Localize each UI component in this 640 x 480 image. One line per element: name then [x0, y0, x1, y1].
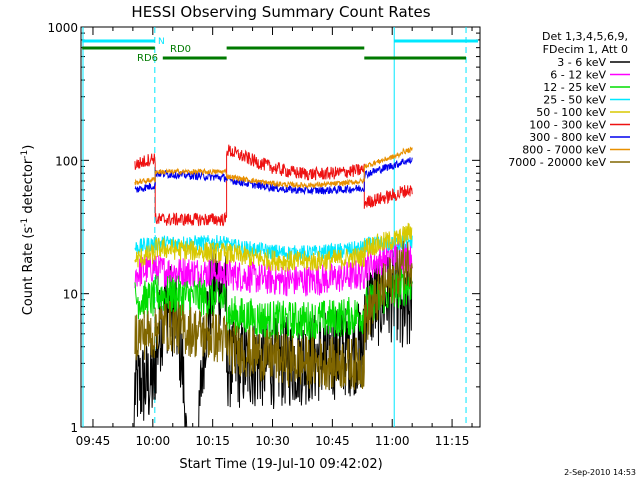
- legend-entry-label: 50 - 100 keV: [536, 106, 606, 119]
- plot-area: 1 10 100 1000 09:45 10:00 10:15 10:30 10:45 11:00…: [47, 21, 481, 448]
- y-axis-label-main: Count Rate (s: [21, 227, 36, 316]
- legend-entry-label: 300 - 800 keV: [529, 131, 606, 144]
- y-tick-label: 1: [70, 421, 78, 435]
- legend: Det 1,3,4,5,6,9, FDecim 1, Att 0 3 - 6 k…: [508, 30, 630, 169]
- legend-entry-label: 3 - 6 keV: [557, 56, 606, 69]
- legend-entry-label: 25 - 50 keV: [543, 94, 606, 107]
- y-tick-label: 100: [55, 154, 78, 168]
- legend-entry-label: 12 - 25 keV: [543, 81, 606, 94]
- legend-header-2: FDecim 1, Att 0: [543, 43, 628, 56]
- y-tick-label: 1000: [47, 21, 78, 35]
- series-line-4: [134, 222, 413, 272]
- x-tick-label: 10:45: [315, 434, 350, 448]
- rd6-flag-label: RD6: [137, 53, 158, 64]
- x-tick-label: 09:45: [76, 434, 111, 448]
- series-line-2: [134, 268, 413, 341]
- legend-entry-label: 7000 - 20000 keV: [508, 156, 606, 169]
- plot-frame: [80, 26, 481, 428]
- y-axis-label-end: ): [21, 145, 36, 150]
- chart-title: HESSI Observing Summary Count Rates: [131, 3, 430, 21]
- legend-header-1: Det 1,3,4,5,6,9,: [542, 30, 628, 43]
- series-line-7: [134, 146, 413, 190]
- series-line-0: [133, 242, 413, 428]
- series-line-8: [134, 240, 413, 390]
- legend-entry-label: 800 - 7000 keV: [522, 144, 606, 157]
- night-flag-label: N: [158, 37, 165, 47]
- y-tick-label: 10: [63, 288, 78, 302]
- x-axis-label: Start Time (19-Jul-10 09:42:02): [179, 457, 382, 472]
- series-line-5: [134, 144, 413, 227]
- x-tick-label: 10:15: [195, 434, 230, 448]
- legend-entry-label: 100 - 300 keV: [529, 119, 606, 132]
- y-axis-label-sup1: -1: [20, 218, 30, 227]
- x-tick-label: 11:00: [375, 434, 410, 448]
- x-tick-label: 10:30: [255, 434, 290, 448]
- series-line-1: [134, 240, 413, 297]
- footer-date: 2-Sep-2010 14:53: [564, 468, 636, 477]
- y-axis-label-mid: detector: [21, 158, 36, 218]
- y-axis-label: Count Rate (s-1 detector-1): [20, 145, 36, 316]
- x-tick-label: 10:00: [136, 434, 171, 448]
- rd0-flag-label: RD0: [170, 44, 191, 55]
- legend-entry-label: 6 - 12 keV: [550, 69, 606, 82]
- y-axis-label-sup2: -1: [20, 150, 30, 159]
- x-tick-label: 11:15: [435, 434, 470, 448]
